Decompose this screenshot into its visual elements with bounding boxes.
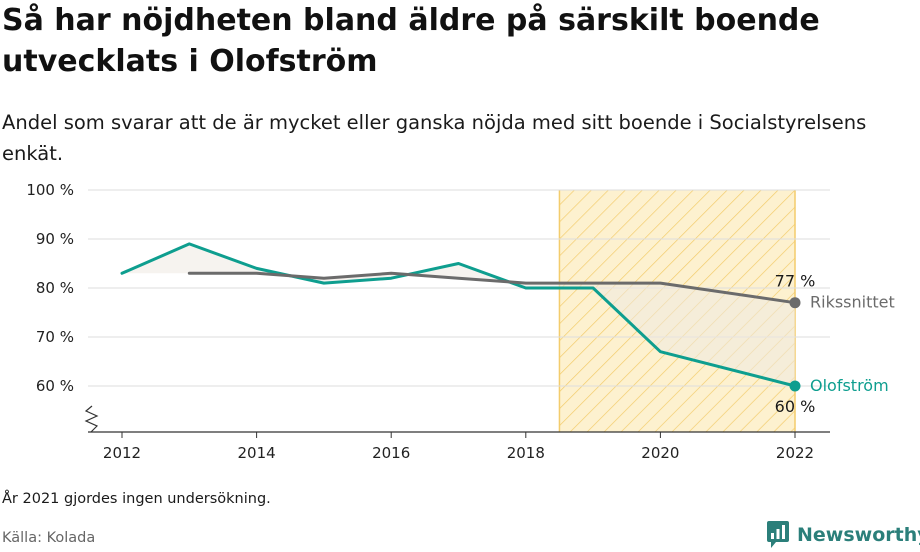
footnote: År 2021 gjordes ingen undersökning. bbox=[2, 491, 271, 507]
source-note: Källa: Kolada bbox=[2, 530, 96, 546]
brand-logo: Newsworthy bbox=[765, 519, 920, 551]
olofstrom-line bbox=[120, 242, 797, 388]
chart-subtitle: Andel som svarar att de är mycket eller … bbox=[2, 111, 867, 165]
brand-name: Newsworthy bbox=[797, 524, 920, 546]
rikssnittet-end-point bbox=[789, 297, 801, 309]
line-chart: 60 % 70 % 80 % 90 % 100 % 2012 2014 2016 2018 202… bbox=[26, 181, 895, 462]
olofstrom-series-label: Olofström bbox=[810, 376, 889, 395]
olofstrom-value-label: 60 % bbox=[775, 397, 816, 416]
rikssnittet-series-label: Rikssnittet bbox=[810, 293, 895, 312]
x-tick-label: 2012 bbox=[103, 444, 141, 462]
y-tick-label: 80 % bbox=[36, 279, 74, 297]
olofstrom-end-point bbox=[789, 380, 801, 392]
x-tick-label: 2018 bbox=[507, 444, 545, 462]
y-tick-label: 100 % bbox=[26, 181, 74, 199]
x-tick-label: 2016 bbox=[372, 444, 410, 462]
x-tick-label: 2014 bbox=[238, 444, 276, 462]
y-tick-label: 60 % bbox=[36, 377, 74, 395]
x-tick-label: 2022 bbox=[776, 444, 814, 462]
x-tick-label: 2020 bbox=[641, 444, 679, 462]
y-tick-label: 70 % bbox=[36, 328, 74, 346]
rikssnittet-line bbox=[187, 271, 797, 305]
axis-break-marker bbox=[84, 405, 99, 433]
newsworthy-logo-icon bbox=[767, 521, 789, 548]
chart-title: Så har nöjdheten bland äldre på särskilt… bbox=[2, 3, 820, 79]
y-tick-label: 90 % bbox=[36, 230, 74, 248]
rikssnittet-value-label: 77 % bbox=[775, 272, 816, 291]
difference-area bbox=[122, 243, 795, 386]
